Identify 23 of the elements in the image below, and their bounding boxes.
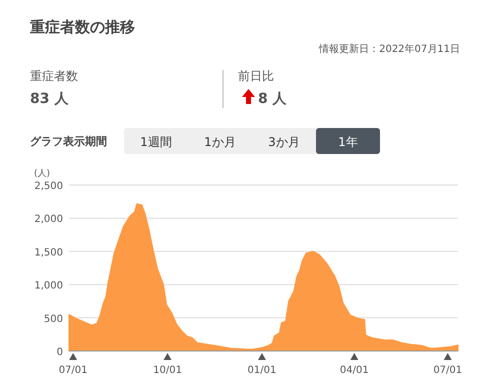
y-tick-label: 500 xyxy=(44,314,63,325)
text: 3か月 xyxy=(268,135,300,149)
text: 1か月 xyxy=(204,135,236,149)
text: 8 人 xyxy=(258,91,288,107)
y-tick-label: 1,500 xyxy=(34,247,63,258)
x-tick-label: 07/01 xyxy=(58,365,88,376)
y-tick-label: 2,000 xyxy=(34,214,63,226)
x-tick-label: 01/01 xyxy=(248,365,276,376)
y-tick-label: 1,000 xyxy=(34,280,63,292)
chart-subtitle: 情報更新日：2022年07月11日 xyxy=(318,43,460,55)
text: 1週間 xyxy=(140,135,172,149)
text: 前日比 xyxy=(238,69,274,83)
chart-title: 重症者数の推移 xyxy=(29,18,135,36)
x-tick-label: 04/01 xyxy=(340,365,369,376)
y-tick-label: 0 xyxy=(56,347,63,358)
x-tick-label: 07/01 xyxy=(433,365,462,376)
text: 83 人 xyxy=(30,91,70,107)
text: グラフ表示期間 xyxy=(30,135,107,148)
x-tick-label: 10/01 xyxy=(153,365,182,376)
y-axis-title: (人) xyxy=(34,168,50,179)
y-tick-label: 2,500 xyxy=(34,181,63,192)
text: 重症者数 xyxy=(30,69,78,83)
text: 1年 xyxy=(338,135,358,149)
